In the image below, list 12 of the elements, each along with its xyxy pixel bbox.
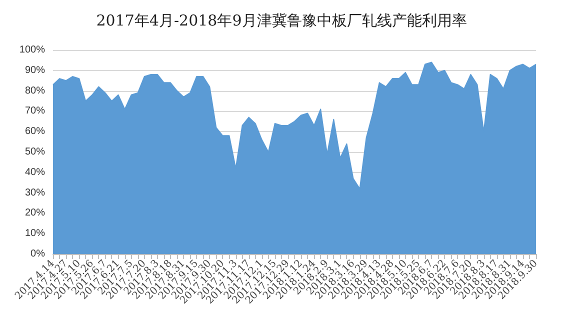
y-tick-label: 60% [24,126,46,138]
y-tick-label: 40% [24,166,46,178]
y-tick-label: 90% [24,64,46,76]
y-tick-label: 80% [24,85,46,96]
chart-title: 2017年4月-2018年9月津冀鲁豫中板厂轧线产能利用率 [96,12,467,30]
y-tick-label: 30% [24,187,46,198]
y-tick-label: 20% [24,208,46,219]
y-tick-label: 70% [24,106,46,117]
y-tick-label: 50% [24,146,46,158]
y-tick-label: 0% [30,248,46,260]
y-tick-label: 10% [24,228,46,240]
y-tick-label: 100% [19,44,46,56]
